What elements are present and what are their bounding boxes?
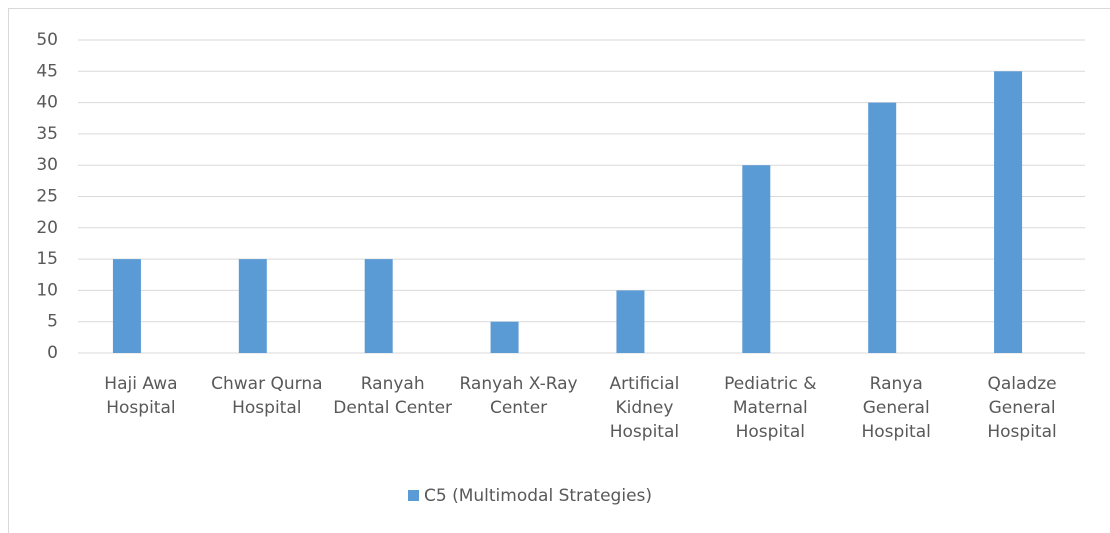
- bar: [868, 102, 897, 353]
- x-tick-label: Pediatric & Maternal Hospital: [724, 374, 817, 442]
- y-tick-label: 10: [36, 280, 58, 300]
- x-tick-label: Artificial Kidney Hospital: [609, 374, 680, 442]
- bar: [238, 259, 267, 353]
- x-tick-label: Ranya General Hospital: [861, 374, 931, 442]
- y-tick-label: 20: [36, 218, 58, 238]
- x-tick-label: Chwar Qurna Hospital: [211, 374, 323, 418]
- bar: [994, 71, 1023, 354]
- x-tick-label: Ranyah X-Ray Center: [459, 374, 578, 418]
- y-tick-label: 15: [36, 249, 58, 269]
- y-tick-label: 45: [36, 61, 58, 81]
- legend-label: C5 (Multimodal Strategies): [424, 486, 652, 506]
- bar: [616, 290, 645, 353]
- y-tick-label: 5: [47, 312, 58, 332]
- bar: [742, 165, 771, 353]
- x-tick-label: Qaladze General Hospital: [987, 374, 1057, 442]
- x-tick-label: Ranyah Dental Center: [333, 374, 453, 418]
- chart-frame: [8, 8, 1110, 533]
- bar: [490, 321, 519, 353]
- y-tick-label: 30: [36, 155, 58, 175]
- bar: [364, 259, 393, 353]
- y-tick-label: 0: [47, 343, 58, 363]
- y-tick-label: 40: [36, 93, 58, 113]
- y-tick-label: 35: [36, 124, 58, 144]
- x-tick-label: Haji Awa Hospital: [104, 374, 178, 418]
- legend-swatch: [408, 490, 419, 501]
- y-tick-label: 25: [36, 187, 58, 207]
- bar: [112, 259, 141, 353]
- y-tick-label: 50: [36, 30, 58, 50]
